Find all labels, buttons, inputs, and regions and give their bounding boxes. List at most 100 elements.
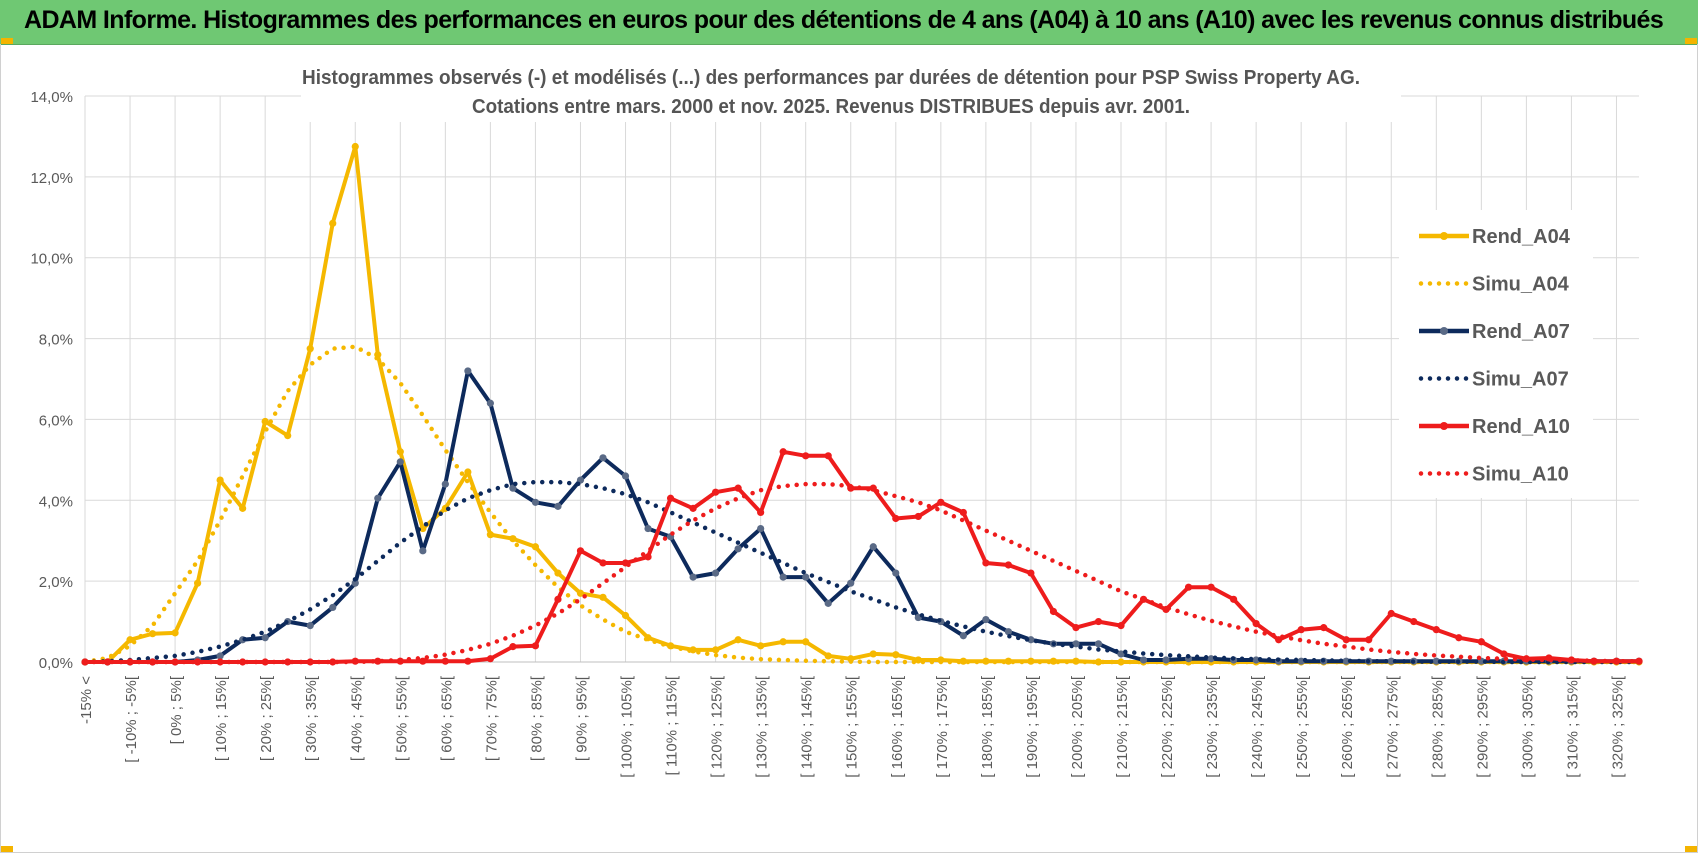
data-point: [1072, 624, 1080, 632]
data-point: [419, 547, 427, 555]
data-point: [486, 399, 494, 407]
data-point: [757, 642, 765, 650]
legend-label: Simu_A10: [1472, 464, 1569, 486]
data-point: [982, 559, 990, 567]
x-tick-label: [ 260% ; 265%[: [1339, 675, 1356, 778]
data-point: [1387, 609, 1395, 618]
x-tick-label: [ 50% ; 55%[: [393, 675, 410, 761]
data-point: [757, 524, 765, 533]
data-point: [869, 650, 877, 658]
chart-title: Histogrammes observés (-) et modélisés (…: [302, 67, 1360, 89]
legend-entry: Rend_A07: [1419, 321, 1570, 343]
x-tick-label: [ 170% ; 175%[: [934, 675, 951, 778]
data-point: [1432, 626, 1440, 634]
x-tick-label: [ 0% ; 5%[: [168, 675, 185, 744]
legend-background: [1399, 210, 1593, 498]
data-point: [712, 569, 720, 577]
chart-subtitle: Cotations entre mars. 2000 et nov. 2025.…: [472, 96, 1190, 118]
data-point: [284, 658, 292, 666]
x-tick-label: [ 220% ; 225%[: [1159, 675, 1176, 778]
data-point: [1207, 583, 1215, 591]
data-point: [374, 657, 382, 665]
data-point: [1342, 636, 1350, 644]
x-tick-label: [ 40% ; 45%[: [348, 675, 365, 761]
data-point: [554, 502, 562, 510]
data-point: [689, 573, 697, 581]
data-point: [419, 524, 427, 533]
data-point: [554, 569, 562, 577]
x-tick-label: [ 10% ; 15%[: [213, 675, 230, 761]
x-tick-label: [ 140% ; 145%[: [799, 675, 816, 778]
y-axis: 0,0% 2,0% 4,0% 6,0% 8,0% 10,0% 12,0% 14,0%: [30, 89, 73, 672]
corner-mark: [1, 846, 13, 852]
data-point: [869, 543, 877, 551]
data-point: [892, 514, 900, 523]
data-point: [959, 632, 967, 640]
data-point: [824, 599, 832, 607]
data-point: [1455, 634, 1463, 642]
data-point: [892, 569, 900, 577]
data-point: [1094, 640, 1103, 648]
x-tick-label: [ 200% ; 205%[: [1069, 675, 1086, 778]
y-tick-label: 2,0%: [39, 574, 73, 591]
data-point: [486, 531, 494, 539]
data-point: [351, 579, 359, 587]
legend-entry: Simu_A07: [1418, 369, 1569, 391]
data-point: [103, 658, 112, 666]
data-point: [486, 655, 494, 663]
data-point: [712, 646, 720, 654]
data-point: [1477, 638, 1485, 646]
data-point: [441, 480, 449, 488]
x-tick-label: [ 60% ; 65%[: [438, 675, 455, 761]
line-chart: Histogrammes observés (-) et modélisés (…: [30, 62, 1643, 778]
data-point: [261, 634, 269, 642]
legend-label: Rend_A04: [1472, 226, 1571, 248]
data-point: [1230, 595, 1238, 603]
data-point: [1252, 656, 1260, 664]
data-point: [847, 579, 855, 587]
data-point: [351, 142, 359, 151]
data-point: [802, 573, 810, 581]
data-point: [329, 603, 337, 612]
data-point: [126, 636, 134, 644]
data-point: [1500, 650, 1508, 658]
data-point: [1117, 650, 1125, 658]
x-tick-label: [ 320% ; 325%[: [1609, 675, 1626, 778]
data-point: [261, 417, 269, 426]
report-header: ADAM Informe. Histogrammes des performan…: [0, 0, 1698, 45]
data-point: [824, 652, 832, 660]
x-tick-label: [ 270% ; 275%[: [1384, 675, 1401, 778]
y-tick-label: 6,0%: [39, 412, 73, 429]
data-point: [306, 622, 314, 630]
data-point: [464, 367, 472, 375]
data-point: [1252, 619, 1260, 628]
x-tick-label: [ 130% ; 135%[: [754, 675, 771, 778]
x-tick-label: [ 210% ; 215%[: [1114, 675, 1131, 778]
x-tick-label: [ 250% ; 255%[: [1294, 675, 1311, 778]
data-point: [531, 498, 540, 506]
data-point: [937, 498, 945, 506]
data-point: [1004, 561, 1012, 569]
legend-marker: [1440, 232, 1448, 240]
legend: Rend_A04 Simu_A04 Rend_A07 Simu_A07 Rend_A10…: [1399, 210, 1593, 498]
y-tick-label: 0,0%: [39, 655, 73, 672]
x-tick-label: [ 160% ; 165%[: [889, 675, 906, 778]
legend-marker: [1440, 422, 1448, 430]
data-point: [374, 494, 382, 502]
y-tick-label: 12,0%: [30, 170, 73, 187]
x-tick-label: [ -10% ; -5%[: [123, 675, 140, 763]
data-point: [509, 484, 517, 492]
x-tick-label: [ 20% ; 25%[: [258, 675, 275, 761]
data-point: [1184, 583, 1193, 591]
series-line-simu-a10: [82, 481, 1642, 665]
legend-label: Simu_A04: [1472, 274, 1570, 296]
data-point: [148, 658, 157, 666]
data-point: [554, 595, 562, 603]
data-point: [148, 630, 157, 638]
legend-entry: Simu_A10: [1418, 464, 1569, 486]
data-point: [306, 345, 314, 353]
data-point: [464, 468, 472, 476]
x-tick-label: [ 80% ; 85%[: [528, 675, 545, 761]
data-point: [1094, 658, 1103, 666]
series-line-rend-a07: [85, 368, 1639, 664]
